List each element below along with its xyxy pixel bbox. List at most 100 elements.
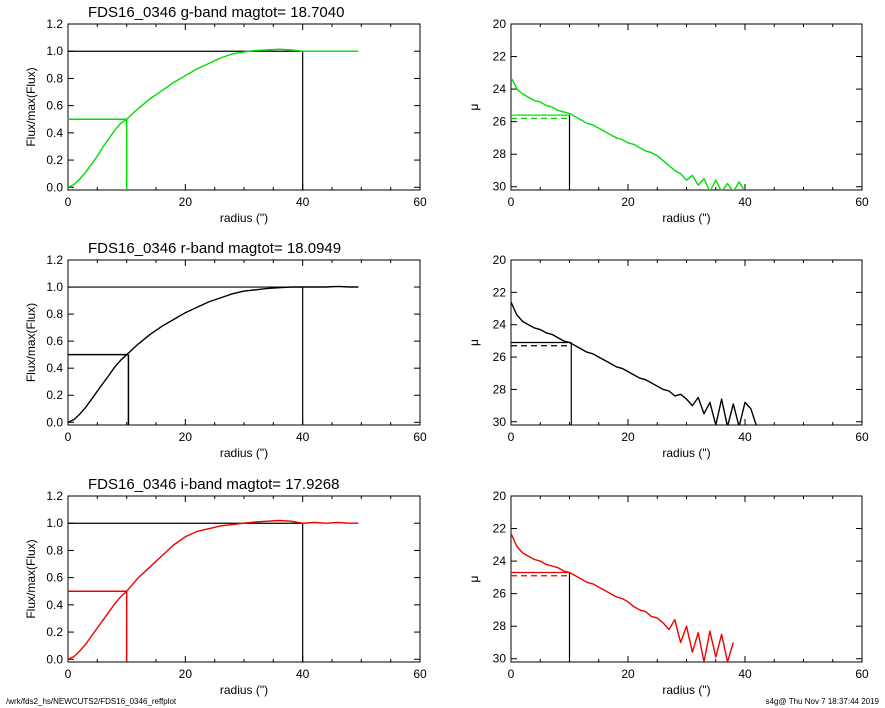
r-profile-ytick-label: 24 [493,318,507,332]
i-profile-ytick-label: 30 [493,652,507,666]
r-profile-panel: 0 20 40 60 20 22 24 26 28 30 radius (") μ [467,253,869,460]
g-profile-ytick-label: 26 [493,115,507,129]
g-profile-ylabel: μ [467,103,481,110]
g-profile-ytick-label: 28 [493,147,507,161]
i-growth-ytick-label: 0.4 [46,598,63,612]
r-profile-ylabel: μ [467,339,481,346]
r-growth-ytick-label: 0.8 [46,307,63,321]
r-growth-panel: 0 20 40 60 0.0 0.2 0.4 0.6 0.8 1.0 1.2 radius (") Fl… [24,240,427,460]
r-profile-data [511,301,757,425]
i-profile-ytick-label: 24 [493,554,507,568]
i-growth-xtick-label: 40 [296,667,310,681]
g-growth-ytick-label: 0.2 [46,153,63,167]
g-growth-data [68,48,359,190]
r-profile-ytick-label: 20 [493,253,507,267]
r-profile-xtick-label: 40 [738,430,752,444]
r-growth-xtick-label: 0 [65,430,72,444]
g-growth-ytick-label: 0.6 [46,99,63,113]
r-growth-xtick-label: 20 [179,430,193,444]
g-profile-axes-frame [510,23,863,191]
i-profile-ytick-label: 26 [493,587,507,601]
g-growth-axes-frame [67,23,421,191]
r-profile-xtick-label: 20 [621,430,635,444]
i-growth-ytick-label: 0.8 [46,543,63,557]
i-growth-ytick-label: 0.6 [46,571,63,585]
i-profile-xtick-label: 20 [621,667,635,681]
g-profile-ytick-label: 30 [493,180,507,194]
g-profile-xtick-label: 40 [738,195,752,209]
r-profile-xtick-label: 60 [855,430,869,444]
i-growth-panel: 0 20 40 60 0.0 0.2 0.4 0.6 0.8 1.0 1.2 radius (") Fl… [24,476,427,697]
r-growth-ytick-label: 0.2 [46,388,63,402]
i-profile-xlabel: radius (") [662,683,710,697]
g-profile-data [511,77,745,190]
g-growth-series-line [68,48,359,188]
i-profile-panel: 0 20 40 60 20 22 24 26 28 30 radius (") μ [467,489,869,697]
footer-timestamp: s4g@ Thu Nov 7 18:37:44 2019 [765,697,879,706]
g-profile-ytick-label: 22 [493,50,507,64]
g-growth-ylabel: Flux/max(Flux) [24,67,38,146]
r-profile-ytick-label: 30 [493,415,507,429]
footer-path: /wrk/fds2_hs/NEWCUTS2/FDS16_0346_reffplo… [6,697,177,706]
r-growth-ytick-label: 0.0 [46,415,63,429]
i-profile-ytick-label: 20 [493,489,507,503]
r-growth-series-line [68,285,359,423]
i-profile-ytick-label: 22 [493,522,507,536]
r-profile-xlabel: radius (") [662,446,710,460]
g-growth-ytick-label: 1.2 [46,17,63,31]
r-growth-ytick-label: 1.2 [46,253,63,267]
r-growth-xlabel: radius (") [220,446,268,460]
r-growth-ytick-label: 0.6 [46,334,63,348]
i-growth-data [68,519,359,662]
i-growth-ytick-label: 1.0 [46,516,63,530]
g-profile-xtick-label: 60 [855,195,869,209]
g-growth-ytick-label: 0.8 [46,71,63,85]
g-growth-ytick-label: 1.0 [46,44,63,58]
i-growth-ylabel: Flux/max(Flux) [24,539,38,618]
i-profile-ylabel: μ [467,575,481,582]
i-growth-ytick-label: 1.2 [46,489,63,503]
r-profile-ytick-label: 22 [493,285,507,299]
g-growth-ytick-label: 0.0 [46,180,63,194]
g-profile-xtick-label: 0 [508,195,515,209]
g-profile-xtick-label: 20 [621,195,635,209]
i-profile-ytick-label: 28 [493,619,507,633]
g-growth-title: FDS16_0346 g-band magtot= 18.7040 [88,4,344,21]
r-growth-ytick-label: 1.0 [46,280,63,294]
g-growth-ytick-label: 0.4 [46,126,63,140]
g-growth-xlabel: radius (") [220,211,268,225]
i-profile-series-line [511,533,734,662]
g-profile-ytick-label: 20 [493,17,507,31]
g-growth-panel: 0 20 40 60 0.0 0.2 0.4 0.6 0.8 1.0 1.2 radius (") Fl… [24,4,427,225]
i-profile-xtick-label: 40 [738,667,752,681]
r-growth-ylabel: Flux/max(Flux) [24,303,38,382]
g-growth-xtick-label: 60 [413,195,427,209]
g-growth-xtick-label: 0 [65,195,72,209]
g-profile-xlabel: radius (") [662,211,710,225]
i-profile-xtick-label: 60 [855,667,869,681]
r-growth-xtick-label: 40 [296,430,310,444]
r-growth-axes-frame [67,259,421,426]
i-growth-xtick-label: 60 [413,667,427,681]
g-profile-ytick-label: 24 [493,82,507,96]
r-profile-ytick-label: 26 [493,350,507,364]
i-growth-title: FDS16_0346 i-band magtot= 17.9268 [88,476,339,493]
r-growth-title: FDS16_0346 r-band magtot= 18.0949 [88,240,341,257]
g-growth-xtick-label: 20 [179,195,193,209]
i-growth-xtick-label: 0 [65,667,72,681]
i-growth-ytick-label: 0.0 [46,652,63,666]
r-profile-series-line [511,301,757,425]
i-profile-data [511,533,734,662]
i-growth-ytick-label: 0.2 [46,625,63,639]
r-growth-ytick-label: 0.4 [46,361,63,375]
i-growth-series-line [68,519,359,660]
g-profile-panel: 0 20 40 60 20 22 24 26 28 30 radius (") μ [467,17,869,225]
r-profile-ytick-label: 28 [493,382,507,396]
i-growth-axes-frame [67,495,421,663]
r-growth-data [68,285,359,425]
r-growth-xtick-label: 60 [413,430,427,444]
i-growth-xtick-label: 20 [179,667,193,681]
g-growth-xtick-label: 40 [296,195,310,209]
r-profile-xtick-label: 0 [508,430,515,444]
